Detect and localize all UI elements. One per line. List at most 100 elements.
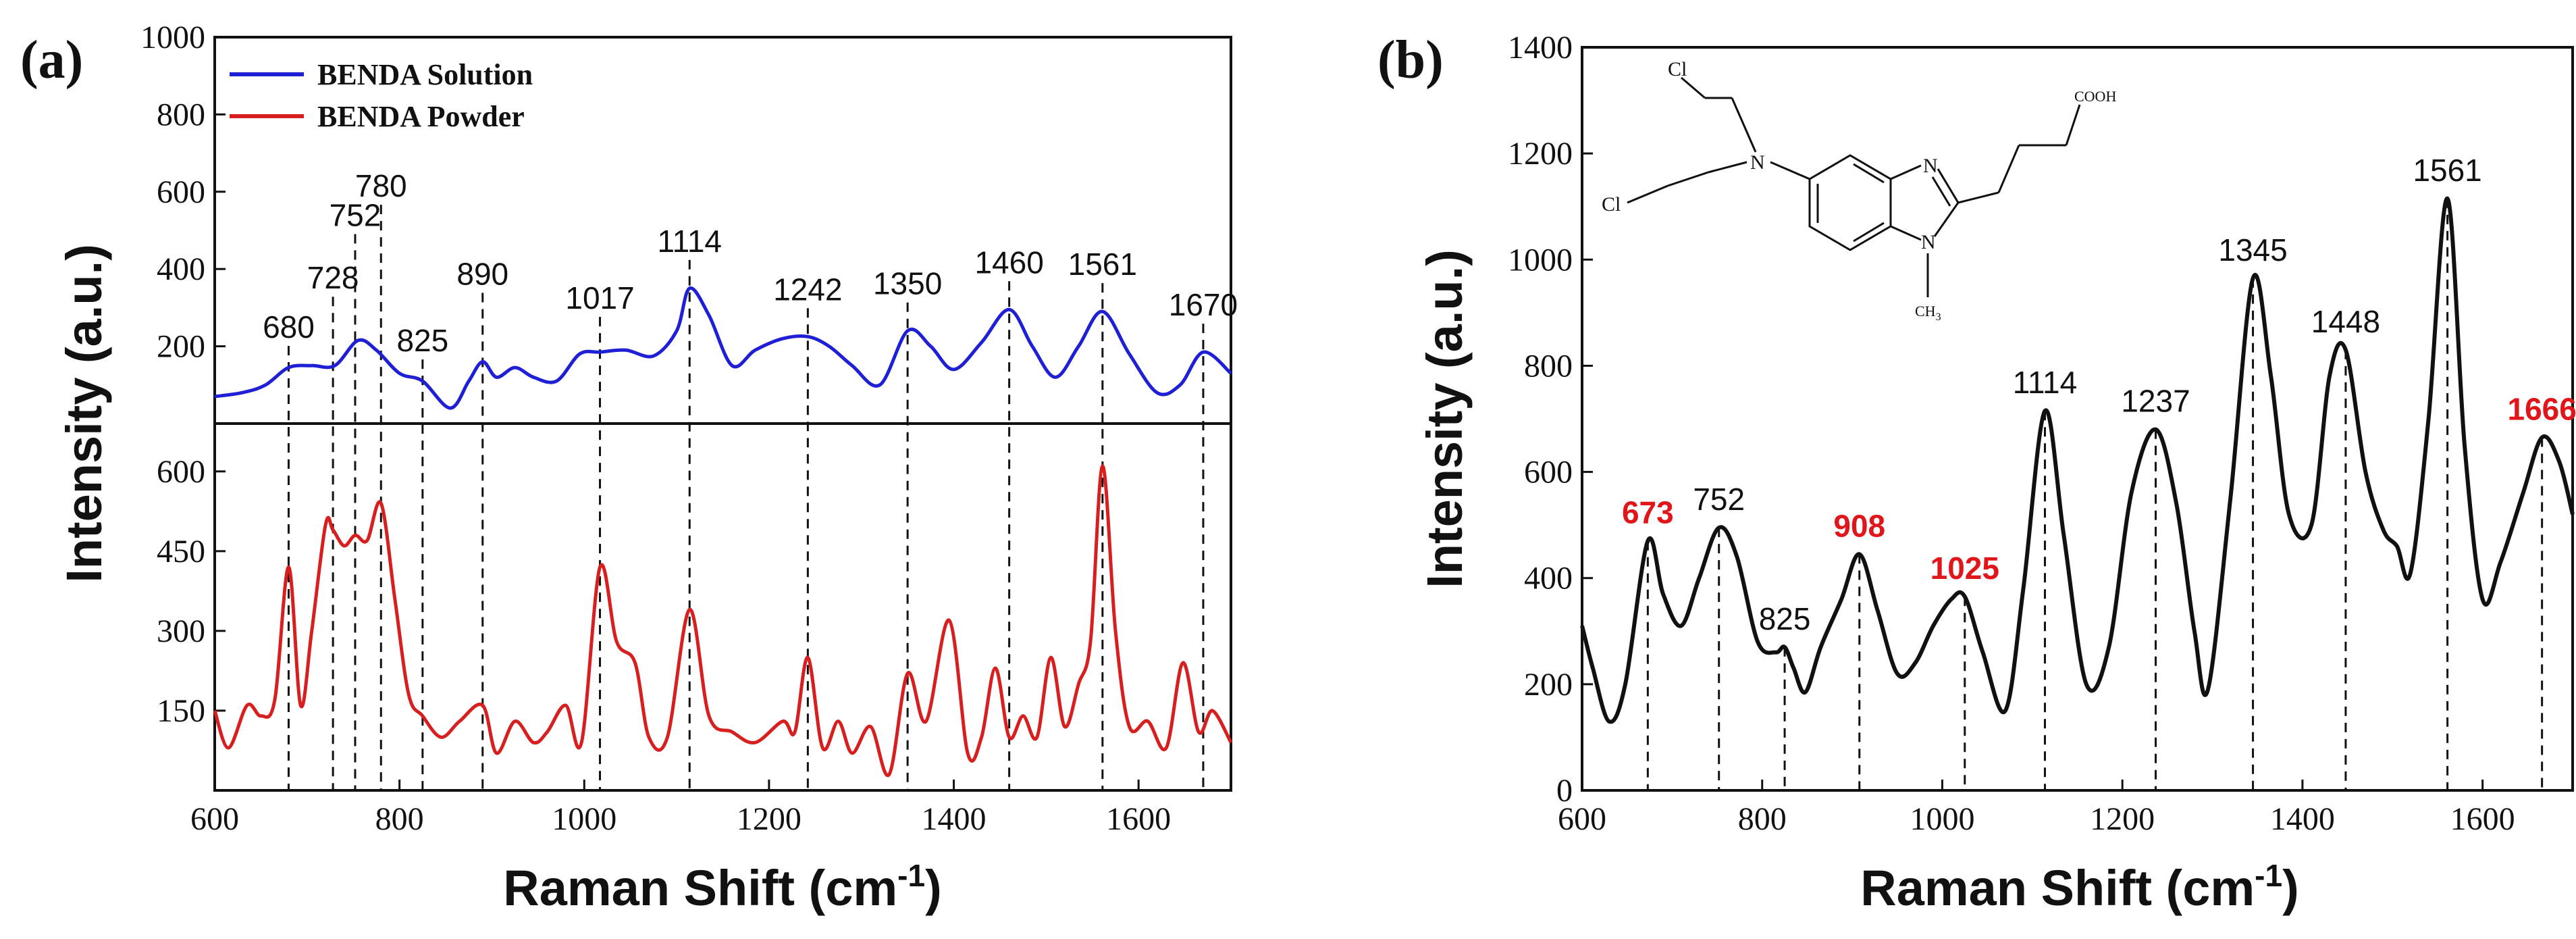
peak-label: 1017 bbox=[565, 280, 634, 315]
peak-label: 1114 bbox=[657, 224, 722, 259]
y-tick-label: 150 bbox=[157, 693, 205, 729]
benda-structure bbox=[1627, 76, 2081, 297]
panel-a-legend: BENDA Solution BENDA Powder bbox=[230, 58, 533, 133]
peak-label: 1561 bbox=[2413, 153, 2481, 188]
panel-b-yaxis: 0 200 400 600 800 1000 1200 1400 bbox=[1508, 30, 1593, 809]
peak-label: 890 bbox=[456, 256, 508, 291]
bond bbox=[1708, 161, 1747, 174]
panel-a-bottom-yaxis: 150 300 450 600 bbox=[157, 454, 226, 729]
y-tick-label: 800 bbox=[157, 97, 205, 132]
peak-label: 825 bbox=[396, 323, 448, 358]
bond bbox=[1627, 184, 1668, 204]
y-tick-label: 600 bbox=[157, 174, 205, 210]
y-tick-label: 0 bbox=[1556, 773, 1573, 809]
y-tick-label: 1000 bbox=[1508, 242, 1573, 278]
legend-label-powder: BENDA Powder bbox=[317, 100, 525, 133]
bond bbox=[1890, 164, 1922, 180]
benzene-ring bbox=[1808, 154, 1892, 251]
y-tick-label: 1200 bbox=[1508, 136, 1573, 172]
peak-label: 1460 bbox=[974, 245, 1043, 280]
panel-b-peak-labels: 673 752 825 908 1025 1114 1237 1345 1448 1561 1666 bbox=[1622, 153, 2576, 636]
peak-label: 908 bbox=[1833, 508, 1885, 543]
peak-label: 1025 bbox=[1930, 551, 1999, 586]
peak-label: 1114 bbox=[2013, 365, 2078, 400]
group-cooh: COOH bbox=[2074, 88, 2116, 105]
peak-label: 1345 bbox=[2218, 232, 2287, 268]
x-tick-label: 600 bbox=[1558, 801, 1606, 837]
y-tick-label: 600 bbox=[1524, 455, 1573, 490]
atom-cl-top: Cl bbox=[1668, 58, 1687, 80]
x-tick-label: 1600 bbox=[1106, 801, 1171, 837]
peak-label: 680 bbox=[263, 309, 315, 345]
bond bbox=[2065, 104, 2081, 146]
panel-b-ylabel: Intensity (a.u.) bbox=[1417, 249, 1473, 588]
peak-label: 1561 bbox=[1068, 247, 1137, 282]
panel-a: (a) 200 400 600 800 1000 150 300 450 600 600 800… bbox=[20, 20, 1238, 916]
panel-a-ylabel: Intensity (a.u.) bbox=[56, 244, 112, 583]
series-line-solution bbox=[214, 286, 1232, 410]
bond bbox=[1890, 225, 1922, 241]
x-tick-label: 1200 bbox=[737, 801, 801, 837]
x-tick-label: 1600 bbox=[2450, 801, 2515, 837]
x-tick-label: 1000 bbox=[552, 801, 616, 837]
panel-b-xlabel: Raman Shift (cm-1) bbox=[1860, 858, 2298, 916]
peak-label: 1242 bbox=[773, 272, 842, 307]
bond bbox=[1931, 176, 1951, 207]
panel-a-xaxis: 600 800 1000 1200 1400 1600 bbox=[190, 780, 1171, 837]
panel-a-top-yaxis: 200 400 600 800 1000 bbox=[140, 20, 226, 365]
panel-a-bottom-series bbox=[213, 464, 1233, 778]
panel-a-peak-lines bbox=[287, 205, 1205, 790]
bond bbox=[1957, 191, 1999, 204]
legend-label-solution: BENDA Solution bbox=[317, 58, 533, 91]
bond bbox=[1667, 171, 1709, 187]
x-tick-label: 1400 bbox=[922, 801, 987, 837]
y-tick-label: 1000 bbox=[140, 20, 205, 55]
group-methyl: CH3 bbox=[1915, 303, 1941, 323]
atom-n-ring-bottom: N bbox=[1921, 231, 1936, 253]
bond bbox=[1853, 163, 1885, 184]
x-tick-label: 800 bbox=[375, 801, 424, 837]
panel-b-label: (b) bbox=[1377, 30, 1444, 90]
y-tick-label: 400 bbox=[157, 251, 205, 287]
peak-label: 752 bbox=[330, 197, 382, 232]
y-tick-label: 600 bbox=[157, 454, 205, 490]
bond bbox=[1997, 145, 2020, 193]
peak-label: 728 bbox=[307, 260, 359, 295]
panel-a-top-series bbox=[214, 286, 1232, 410]
peak-label: 1666 bbox=[2507, 392, 2576, 427]
y-tick-label: 200 bbox=[1524, 667, 1573, 703]
bond bbox=[1937, 168, 1960, 203]
y-tick-label: 200 bbox=[157, 329, 205, 365]
bond bbox=[1853, 222, 1885, 243]
y-tick-label: 450 bbox=[157, 534, 205, 569]
panel-a-xlabel: Raman Shift (cm-1) bbox=[503, 858, 941, 916]
bond bbox=[1933, 202, 1960, 237]
peak-label: 1350 bbox=[873, 266, 942, 301]
atom-cl-bottom: Cl bbox=[1602, 193, 1621, 215]
panel-b-frame bbox=[1581, 46, 2574, 792]
panel-b-xaxis: 600 800 1000 1200 1400 1600 bbox=[1558, 780, 2515, 837]
atom-n-ring-top: N bbox=[1923, 155, 1938, 177]
bond bbox=[1770, 161, 1810, 180]
peak-label: 673 bbox=[1622, 495, 1674, 530]
peak-label: 1448 bbox=[2311, 304, 2380, 339]
panel-b-series bbox=[1580, 196, 2575, 724]
x-tick-label: 600 bbox=[190, 801, 239, 837]
y-tick-label: 800 bbox=[1524, 348, 1573, 384]
panel-a-label: (a) bbox=[20, 30, 83, 90]
peak-label: 1670 bbox=[1169, 287, 1238, 322]
peak-label: 752 bbox=[1693, 482, 1745, 517]
panel-b: (b) 0 200 400 600 800 1000 1200 1400 600 800 1000… bbox=[1377, 30, 2576, 916]
y-tick-label: 1400 bbox=[1508, 30, 1573, 66]
benda-structure-labels: Cl Cl N N N COOH CH3 bbox=[1602, 58, 2116, 323]
bond bbox=[1731, 97, 1757, 153]
peak-label: 825 bbox=[1759, 601, 1811, 636]
x-tick-label: 1200 bbox=[2090, 801, 2155, 837]
x-tick-label: 800 bbox=[1738, 801, 1787, 837]
panel-a-frame bbox=[213, 36, 1232, 792]
bond bbox=[1681, 76, 1706, 99]
x-tick-label: 1000 bbox=[1910, 801, 1974, 837]
y-tick-label: 300 bbox=[157, 613, 205, 649]
